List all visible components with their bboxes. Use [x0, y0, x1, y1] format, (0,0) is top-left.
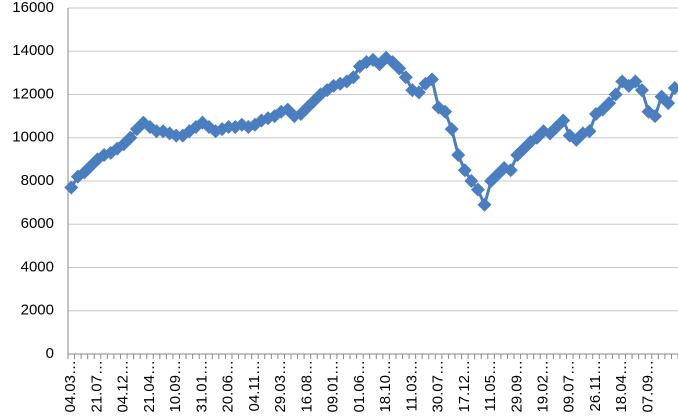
x-tick-label: 16.08…	[298, 360, 315, 413]
x-tick-label: 11.03…	[403, 360, 420, 411]
marker	[477, 197, 492, 212]
x-tick-label: 09.01…	[325, 360, 342, 413]
marker	[608, 87, 623, 102]
y-tick-label: 0	[46, 345, 54, 362]
marker	[661, 96, 676, 111]
y-tick-label: 4000	[21, 258, 54, 275]
x-tick-label: 04.12…	[115, 360, 132, 413]
x-tick-label: 29.03…	[272, 360, 289, 413]
x-tick-label: 09.07…	[561, 360, 578, 413]
x-tick-label: 21.04…	[141, 360, 158, 413]
x-tick-label: 19.02…	[535, 360, 552, 413]
marker	[503, 163, 518, 178]
x-tick-label: 11.05…	[482, 360, 499, 411]
marker	[634, 83, 649, 98]
marker	[64, 180, 79, 195]
y-tick-label: 8000	[21, 172, 54, 189]
marker	[398, 70, 413, 85]
y-tick-label: 16000	[12, 0, 54, 16]
marker	[464, 174, 479, 188]
x-tick-label: 18.10…	[377, 360, 394, 413]
marker	[667, 81, 678, 96]
marker	[602, 96, 617, 111]
marker	[451, 148, 466, 163]
x-tick-label: 21.07…	[88, 360, 105, 413]
x-tick-label: 20.06…	[220, 360, 237, 413]
marker	[129, 122, 144, 137]
marker	[392, 61, 407, 76]
marker	[582, 124, 597, 139]
marker	[648, 109, 663, 124]
x-tick-label: 01.06…	[351, 360, 368, 413]
y-tick-label: 10000	[12, 129, 54, 146]
marker	[346, 70, 361, 85]
marker	[457, 163, 472, 178]
marker	[470, 182, 485, 197]
x-tick-label: 10.09…	[167, 360, 184, 413]
marker	[628, 74, 643, 89]
x-tick-label: 30.07…	[430, 360, 447, 413]
marker	[438, 104, 453, 119]
x-tick-label: 18.04…	[613, 360, 630, 413]
marker	[215, 122, 230, 137]
marker	[556, 113, 571, 128]
marker	[123, 130, 138, 145]
marker	[425, 72, 440, 87]
marker	[411, 85, 426, 100]
y-tick-label: 6000	[21, 215, 54, 232]
y-tick-label: 14000	[12, 42, 54, 59]
x-tick-label: 04.03…	[62, 360, 79, 413]
x-tick-label: 29.09…	[508, 360, 525, 413]
x-tick-label: 31.01…	[193, 360, 210, 413]
x-tick-label: 26.11…	[587, 360, 604, 411]
marker	[444, 122, 459, 137]
x-tick-label: 07.09…	[639, 360, 656, 413]
x-tick-label: 17.12…	[456, 360, 473, 413]
y-tick-label: 2000	[21, 302, 54, 319]
x-tick-label: 04.11…	[246, 360, 263, 411]
y-tick-label: 12000	[12, 85, 54, 102]
marker	[379, 50, 394, 65]
